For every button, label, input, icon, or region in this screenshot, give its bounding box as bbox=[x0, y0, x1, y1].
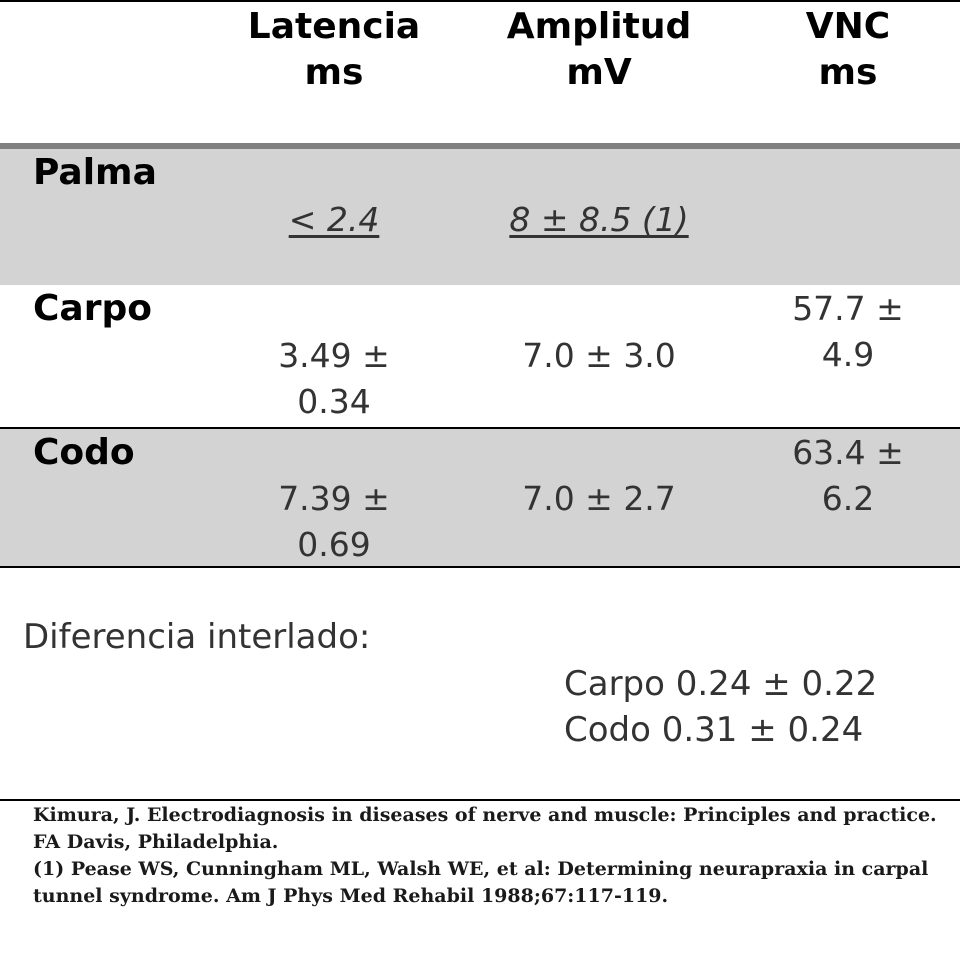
row-label-palma: Palma bbox=[33, 152, 157, 193]
cell-carpo-vnc: 57.7 ± 4.9 bbox=[728, 286, 960, 378]
column-header-unit: ms bbox=[818, 52, 878, 93]
cell-carpo-amplitud: 7.0 ± 3.0 bbox=[522, 336, 676, 375]
table-top-rule bbox=[0, 0, 960, 2]
row-band-palma bbox=[0, 143, 960, 285]
cell-codo-latencia: 7.39 ± 0.69 bbox=[214, 476, 454, 568]
cell-line: 0.34 bbox=[297, 382, 371, 421]
header-divider bbox=[0, 143, 960, 149]
cell-line: 6.2 bbox=[821, 479, 875, 518]
cell-palma-latencia: < 2.4 bbox=[288, 200, 380, 239]
difference-line-carpo: Carpo 0.24 ± 0.22 bbox=[564, 664, 878, 704]
column-header-title: VNC bbox=[805, 6, 891, 47]
cell-line: 0.69 bbox=[297, 525, 371, 564]
cell-line: 57.7 ± bbox=[792, 289, 904, 328]
cell-line: 4.9 bbox=[821, 335, 875, 374]
column-header-vnc: VNC ms bbox=[728, 4, 960, 96]
cell-carpo-latencia: 3.49 ± 0.34 bbox=[214, 333, 454, 425]
difference-line-codo: Codo 0.31 ± 0.24 bbox=[564, 710, 864, 750]
row-label-carpo: Carpo bbox=[33, 288, 152, 329]
row-label-codo: Codo bbox=[33, 432, 135, 473]
column-header-title: Amplitud bbox=[506, 6, 692, 47]
row-band-codo bbox=[0, 428, 960, 567]
column-header-latencia: Latencia ms bbox=[214, 4, 454, 96]
difference-label: Diferencia interlado: bbox=[23, 617, 371, 657]
cell-line: 3.49 ± bbox=[278, 336, 390, 375]
column-header-unit: ms bbox=[304, 52, 364, 93]
references: Kimura, J. Electrodiagnosis in diseases … bbox=[33, 802, 943, 910]
cell-codo-vnc: 63.4 ± 6.2 bbox=[728, 430, 960, 522]
reference-pease: (1) Pease WS, Cunningham ML, Walsh WE, e… bbox=[33, 858, 929, 907]
column-header-unit: mV bbox=[566, 52, 632, 93]
references-divider bbox=[0, 799, 960, 801]
row-divider bbox=[0, 427, 960, 429]
cell-line: 7.39 ± bbox=[278, 479, 390, 518]
reference-kimura: Kimura, J. Electrodiagnosis in diseases … bbox=[33, 804, 937, 853]
cell-line: 63.4 ± bbox=[792, 433, 904, 472]
cell-codo-amplitud: 7.0 ± 2.7 bbox=[522, 479, 676, 518]
column-header-amplitud: Amplitud mV bbox=[479, 4, 719, 96]
cell-palma-amplitud: 8 ± 8.5 (1) bbox=[509, 200, 689, 239]
table-bottom-rule bbox=[0, 566, 960, 568]
column-header-title: Latencia bbox=[247, 6, 421, 47]
